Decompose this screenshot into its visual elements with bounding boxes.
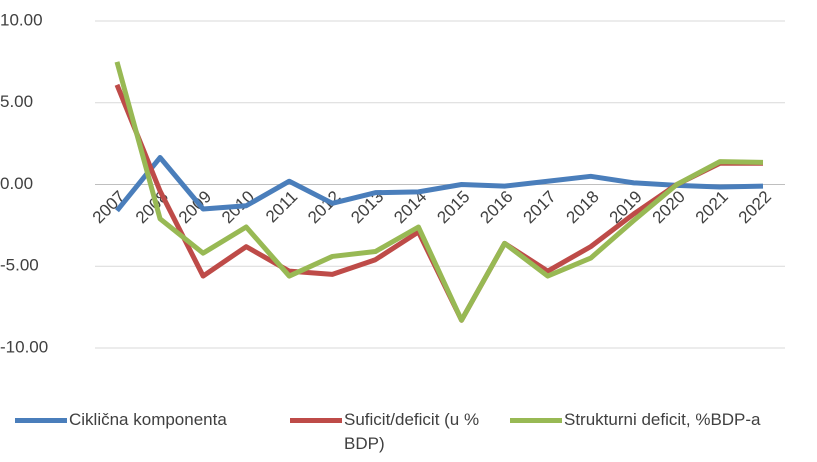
y-tick-label: -5.00 — [0, 256, 39, 275]
x-tick-label: 2016 — [476, 187, 516, 227]
x-tick-label: 2017 — [519, 187, 559, 227]
y-tick-label: 10.00 — [0, 10, 43, 29]
legend-item: Suficit/deficit (u % BDP) — [290, 408, 504, 456]
y-tick-label: 0.00 — [0, 174, 33, 193]
y-tick-label: -10.00 — [0, 337, 48, 356]
legend-label: Suficit/deficit (u % BDP) — [344, 410, 480, 453]
legend-label: Ciklična komponenta — [69, 410, 227, 429]
y-tick-label: 5.00 — [0, 92, 33, 111]
legend-item: Ciklična komponenta — [15, 408, 339, 432]
x-tick-label: 2018 — [563, 187, 603, 227]
legend-label: Strukturni deficit, %BDP-a — [564, 410, 761, 429]
legend-swatch — [15, 418, 67, 423]
legend-item: Strukturni deficit, %BDP-a — [510, 408, 817, 432]
series-line — [115, 155, 764, 213]
legend-swatch — [510, 418, 562, 423]
legend-swatch — [290, 418, 342, 423]
series-line — [114, 61, 764, 323]
x-tick-label: 2022 — [735, 187, 775, 227]
x-tick-label: 2021 — [692, 187, 732, 227]
x-tick-label: 2015 — [433, 187, 473, 227]
